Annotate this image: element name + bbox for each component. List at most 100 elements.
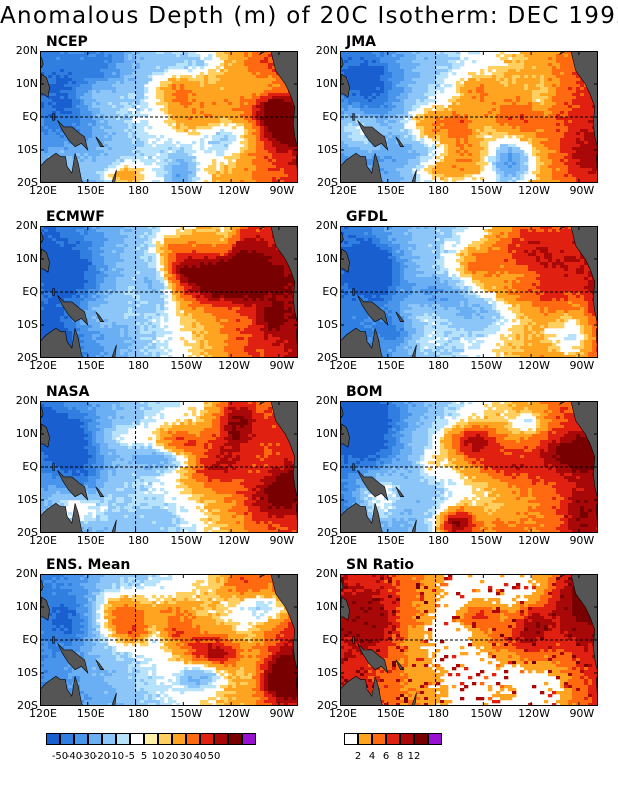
colorbar-swatch (242, 733, 256, 745)
land-mask (340, 574, 598, 706)
colorbar-swatch (102, 733, 116, 745)
x-tick-label: 120E (329, 534, 357, 547)
y-tick-label: 20S (300, 176, 338, 189)
map-plot (340, 574, 598, 706)
y-tick-label: 10N (0, 77, 38, 90)
colorbar-swatch (386, 733, 400, 745)
y-tick-label: 10N (0, 427, 38, 440)
y-tick-label: 10S (0, 666, 38, 679)
x-tick-label: 150W (470, 707, 502, 720)
colorbar-label: -5 (125, 751, 135, 762)
panel-title: SN Ratio (346, 557, 414, 573)
x-tick-label: 150W (470, 534, 502, 547)
colorbar-swatch (214, 733, 228, 745)
y-tick-label: EQ (0, 285, 38, 298)
x-tick-label: 120E (329, 707, 357, 720)
colorbar-swatch (46, 733, 60, 745)
anomaly-field (40, 226, 298, 358)
land-mask (340, 401, 598, 533)
y-tick-label: 10N (300, 427, 338, 440)
x-tick-label: 150E (77, 707, 105, 720)
colorbar-swatch (186, 733, 200, 745)
x-tick-label: 150E (377, 534, 405, 547)
colorbar-swatch (400, 733, 414, 745)
x-tick-label: 150E (77, 359, 105, 372)
y-tick-label: 10S (0, 493, 38, 506)
land-mask (40, 574, 298, 706)
x-tick-label: 90W (269, 707, 294, 720)
x-tick-label: 90W (269, 534, 294, 547)
x-tick-label: 120E (329, 184, 357, 197)
y-tick-label: 20N (0, 394, 38, 407)
y-tick-label: 20S (0, 699, 38, 712)
x-tick-label: 180 (128, 534, 149, 547)
x-tick-label: 90W (569, 184, 594, 197)
y-tick-label: EQ (300, 285, 338, 298)
y-tick-label: 10S (0, 143, 38, 156)
y-tick-label: 10S (300, 143, 338, 156)
x-tick-label: 90W (569, 534, 594, 547)
x-tick-label: 90W (269, 359, 294, 372)
x-tick-label: 180 (128, 184, 149, 197)
map-panel: BOM 20N 10N EQ 10S 20S 120E 150E 180 150W 120W 90W (300, 384, 603, 552)
y-tick-label: 20N (300, 219, 338, 232)
anomaly-field (340, 401, 598, 533)
y-tick-label: EQ (0, 460, 38, 473)
colorbar-swatch (144, 733, 158, 745)
x-tick-label: 120W (218, 359, 250, 372)
colorbar-label: 8 (397, 751, 403, 762)
colorbar-label: -20 (94, 751, 110, 762)
y-tick-label: 20S (0, 176, 38, 189)
y-tick-label: EQ (300, 460, 338, 473)
x-tick-label: 150W (470, 359, 502, 372)
x-tick-label: 90W (269, 184, 294, 197)
x-tick-label: 150W (170, 534, 202, 547)
x-tick-label: 120E (329, 359, 357, 372)
x-tick-label: 150E (377, 359, 405, 372)
y-tick-label: EQ (300, 110, 338, 123)
x-tick-label: 120W (518, 359, 550, 372)
colorbar-label: 12 (408, 751, 421, 762)
colorbar-swatch (60, 733, 74, 745)
x-tick-label: 150E (377, 184, 405, 197)
colorbar-swatch (116, 733, 130, 745)
y-tick-label: 10S (0, 318, 38, 331)
map-plot (340, 401, 598, 533)
y-tick-label: 10N (0, 600, 38, 613)
x-tick-label: 180 (128, 359, 149, 372)
x-tick-label: 150W (170, 359, 202, 372)
x-tick-label: 150W (170, 184, 202, 197)
colorbar-swatch (74, 733, 88, 745)
panel-title: NASA (46, 384, 89, 400)
y-tick-label: 20N (300, 44, 338, 57)
x-tick-label: 90W (569, 359, 594, 372)
x-tick-label: 180 (428, 359, 449, 372)
x-tick-label: 150E (77, 184, 105, 197)
colorbar-label: 30 (180, 751, 193, 762)
colorbar-label: 2 (355, 751, 361, 762)
colorbar-swatch (414, 733, 428, 745)
y-tick-label: 20N (300, 394, 338, 407)
map-panel: NASA 20N 10N EQ 10S 20S 120E 150E 180 150W 120W 90W (0, 384, 303, 552)
map-plot (40, 226, 298, 358)
x-tick-label: 120W (218, 184, 250, 197)
colorbar-label: 5 (141, 751, 147, 762)
colorbar-swatch (428, 733, 442, 745)
x-tick-label: 180 (428, 534, 449, 547)
x-tick-label: 180 (428, 184, 449, 197)
map-plot (340, 226, 598, 358)
colorbar-swatch (358, 733, 372, 745)
land-mask (40, 401, 298, 533)
y-tick-label: 20N (300, 567, 338, 580)
map-plot (40, 401, 298, 533)
anomaly-field (40, 574, 298, 706)
map-panel: JMA 20N 10N EQ 10S 20S 120E 150E 180 150W 120W 90W (300, 34, 603, 202)
map-panel: ENS. Mean 20N 10N EQ 10S 20S 120E 150E 180 150W 12… (0, 557, 303, 725)
y-tick-label: 10S (300, 318, 338, 331)
land-mask (40, 226, 298, 358)
colorbar-label: 10 (152, 751, 165, 762)
y-tick-label: 10N (0, 252, 38, 265)
colorbar-swatch (200, 733, 214, 745)
y-tick-label: 20S (300, 526, 338, 539)
panel-title: BOM (346, 384, 383, 400)
